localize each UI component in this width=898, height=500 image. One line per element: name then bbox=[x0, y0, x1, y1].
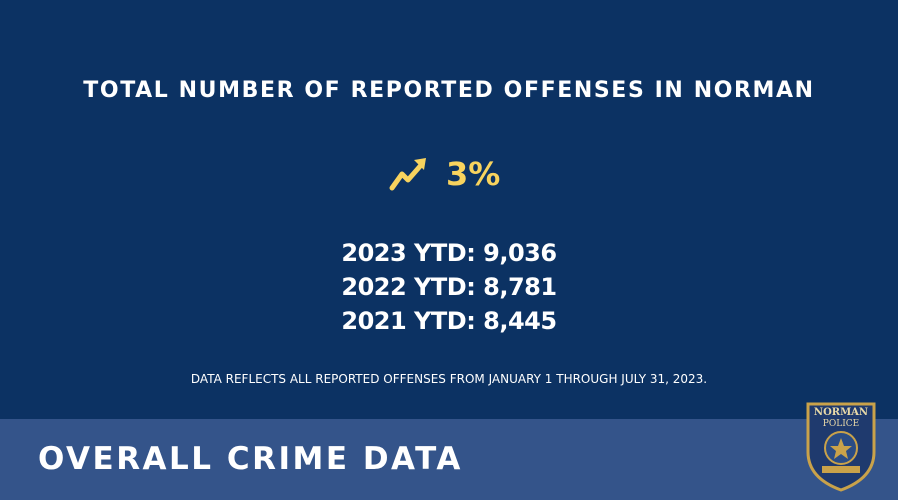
note: DATA REFLECTS ALL REPORTED OFFENSES FROM… bbox=[190, 372, 708, 386]
change-value: 3% bbox=[446, 155, 501, 193]
badge-middle: POLICE bbox=[823, 419, 859, 429]
footer-title: OVERALL CRIME DATA bbox=[38, 441, 463, 477]
stat-line: 2022 YTD: 8,781 bbox=[341, 273, 557, 301]
stat-line: 2021 YTD: 8,445 bbox=[341, 307, 557, 335]
trend-arrow-icon bbox=[389, 158, 426, 191]
change: 3% bbox=[388, 155, 500, 193]
badge-top: NORMAN bbox=[814, 407, 868, 418]
title: TOTAL NUMBER OF REPORTED OFFENSES IN NOR… bbox=[83, 78, 815, 103]
stat-line: 2023 YTD: 9,036 bbox=[341, 239, 557, 267]
footer: OVERALL CRIME DATA bbox=[0, 419, 898, 500]
stats: 2023 YTD: 9,036 2022 YTD: 8,781 2021 YTD… bbox=[0, 236, 898, 338]
police-badge: NORMAN POLICE bbox=[806, 402, 876, 492]
